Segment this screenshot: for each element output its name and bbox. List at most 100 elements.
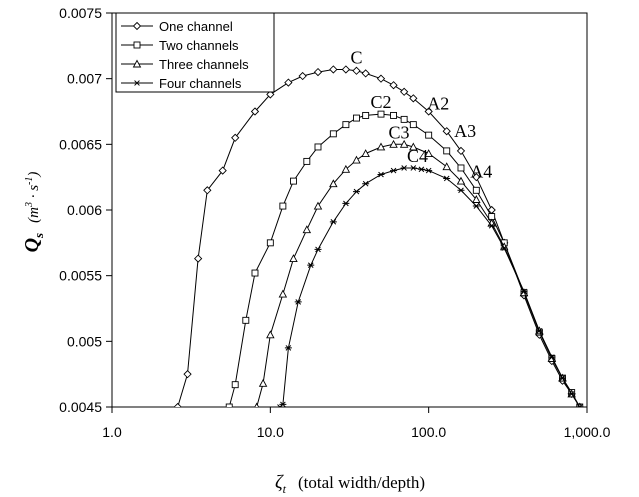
y-tick-label: 0.006 xyxy=(67,202,102,218)
series-point xyxy=(203,186,212,195)
y-axis-ticks: 0.0045 0.005 0.0055 0.006 0.0065 0.007 0.0075 xyxy=(59,5,112,415)
series-point xyxy=(183,370,192,379)
series-point xyxy=(390,111,397,119)
x-axis-title: ζt (total width/depth) xyxy=(275,472,425,496)
x-axis-text: (total width/depth) xyxy=(298,473,425,492)
series-point xyxy=(376,142,386,151)
series-point xyxy=(329,65,338,74)
series-point xyxy=(362,180,370,187)
series-point xyxy=(390,167,398,174)
series-point xyxy=(284,345,292,351)
annotation-label: C2 xyxy=(370,92,391,112)
y-tick-label: 0.007 xyxy=(67,71,102,87)
series-point xyxy=(250,107,260,116)
legend: One channel Two channels Three channels Fou… xyxy=(115,12,275,93)
series-point xyxy=(266,330,275,339)
series-point xyxy=(352,155,361,164)
series-point xyxy=(425,167,433,174)
series-layer xyxy=(173,65,584,407)
series-point xyxy=(352,188,360,195)
series-point xyxy=(520,288,528,295)
series-point xyxy=(352,66,361,75)
series-point xyxy=(342,200,350,207)
series-line xyxy=(279,167,581,407)
series-point xyxy=(303,157,311,165)
series-point xyxy=(279,401,287,407)
series-point xyxy=(341,65,351,74)
series-point xyxy=(377,171,385,178)
series-point xyxy=(568,391,576,397)
series-point xyxy=(389,81,398,90)
series-point xyxy=(456,176,466,185)
series-point xyxy=(290,177,297,185)
legend-item: Two channels xyxy=(121,38,239,53)
series-point xyxy=(266,90,275,99)
series-point xyxy=(218,166,227,175)
series-point xyxy=(231,381,239,389)
series-point xyxy=(302,225,312,234)
series-point xyxy=(424,149,433,157)
series-point xyxy=(456,146,466,156)
series-point xyxy=(548,354,556,360)
series-point xyxy=(329,219,337,225)
legend-marker xyxy=(133,80,141,86)
series-point xyxy=(194,254,203,263)
legend-label: Four channels xyxy=(159,76,242,91)
y-axis-symbol: Q xyxy=(21,238,43,252)
series-point xyxy=(173,402,182,407)
series-point xyxy=(361,149,370,157)
series-point xyxy=(576,404,584,407)
series-point xyxy=(400,87,409,96)
series-point xyxy=(472,195,481,203)
series-point xyxy=(472,186,480,194)
series-point xyxy=(279,202,287,210)
series-point xyxy=(313,67,323,77)
y-tick-label: 0.005 xyxy=(67,333,102,349)
y-axis-symbol-sub: s xyxy=(31,233,46,239)
series-point xyxy=(341,164,351,173)
series-point xyxy=(409,142,418,151)
series-point xyxy=(361,69,370,78)
series-point xyxy=(278,289,288,298)
legend-label: Two channels xyxy=(159,38,239,53)
series-point xyxy=(314,143,322,151)
x-tick-label: 1,000.0 xyxy=(564,424,611,440)
legend-marker xyxy=(132,59,142,68)
annotation-label: A4 xyxy=(470,162,492,182)
series-2 xyxy=(225,110,584,407)
series-point xyxy=(376,74,386,83)
series-point xyxy=(443,175,451,182)
y-tick-label: 0.0075 xyxy=(59,5,102,21)
series-point xyxy=(242,316,250,324)
y-axis-units-sup: 3 xyxy=(24,202,35,208)
legend-label: One channel xyxy=(159,19,233,34)
series-point xyxy=(254,402,260,407)
legend-item: Three channels xyxy=(121,57,249,72)
series-point xyxy=(399,139,409,148)
y-axis-units-mid: · s xyxy=(26,185,42,202)
annotation-label: A3 xyxy=(454,121,476,141)
series-point xyxy=(314,246,322,253)
annotation-label: C xyxy=(350,47,362,67)
y-tick-label: 0.0045 xyxy=(59,399,102,415)
series-point xyxy=(231,133,240,142)
legend-marker xyxy=(132,21,142,31)
series-point xyxy=(400,165,408,171)
series-point xyxy=(342,121,350,129)
x-tick-label: 1.0 xyxy=(102,424,122,440)
series-point xyxy=(294,299,302,305)
series-point xyxy=(409,121,417,129)
series-point xyxy=(389,139,398,148)
annotation-label: A2 xyxy=(427,93,449,113)
series-point xyxy=(251,269,259,277)
y-tick-label: 0.0065 xyxy=(59,136,102,152)
series-point xyxy=(409,94,418,103)
legend-item: Four channels xyxy=(121,76,242,91)
series-point xyxy=(329,130,337,138)
series-point xyxy=(488,222,496,229)
series-1 xyxy=(173,65,584,407)
series-line xyxy=(256,143,581,407)
series-point xyxy=(558,375,566,381)
legend-item: One channel xyxy=(121,19,233,34)
